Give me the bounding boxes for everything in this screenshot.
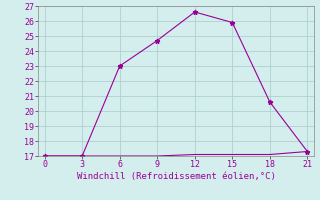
X-axis label: Windchill (Refroidissement éolien,°C): Windchill (Refroidissement éolien,°C) bbox=[76, 172, 276, 181]
